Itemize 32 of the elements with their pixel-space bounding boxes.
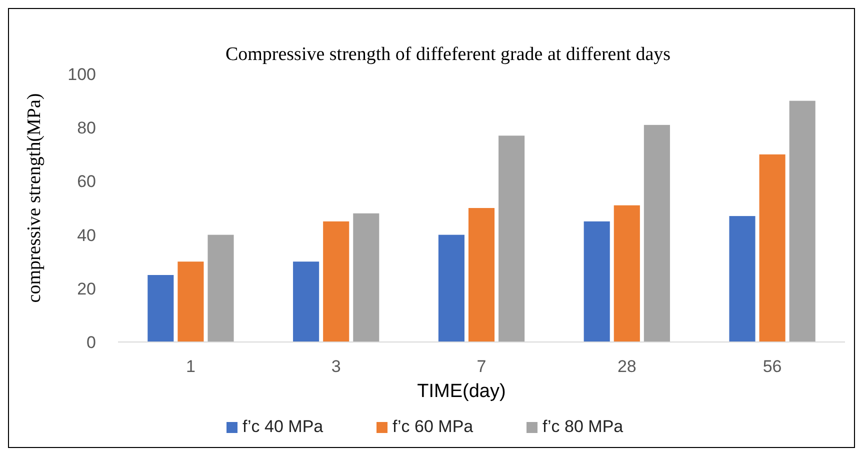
bar (498, 136, 525, 342)
y-tick-label: 40 (77, 226, 96, 245)
y-tick-label: 100 (68, 64, 96, 84)
bar (759, 154, 786, 342)
bar (323, 221, 350, 342)
bar (148, 275, 174, 342)
x-tick-label: 28 (617, 357, 636, 376)
y-tick-label: 60 (77, 172, 96, 192)
legend-label: f’c 40 MPa (242, 417, 324, 436)
legend-label: f’c 80 MPa (542, 417, 624, 436)
chart-title: Compressive strength of diffeferent grade at different days (225, 44, 671, 65)
x-tick-label: 56 (762, 357, 782, 376)
bar (438, 234, 464, 342)
y-tick-label: 0 (86, 332, 96, 352)
y-tick-label: 80 (77, 118, 96, 138)
bar (789, 100, 816, 342)
x-tick-label: 3 (331, 357, 341, 376)
y-axis-title: compressive strength(MPa) (24, 93, 45, 303)
x-axis-title: TIME(day) (417, 381, 506, 402)
legend-label: f’c 60 MPa (392, 417, 474, 436)
bar (178, 262, 204, 342)
bar (468, 208, 495, 342)
bar (353, 213, 380, 342)
x-tick-label: 1 (186, 357, 196, 376)
bar (644, 124, 670, 342)
x-tick-label: 7 (476, 357, 486, 376)
bar (293, 262, 320, 342)
bar (208, 234, 234, 342)
bar (614, 205, 640, 342)
bar (584, 221, 610, 342)
y-tick-label: 20 (77, 279, 96, 298)
bar (729, 216, 756, 342)
